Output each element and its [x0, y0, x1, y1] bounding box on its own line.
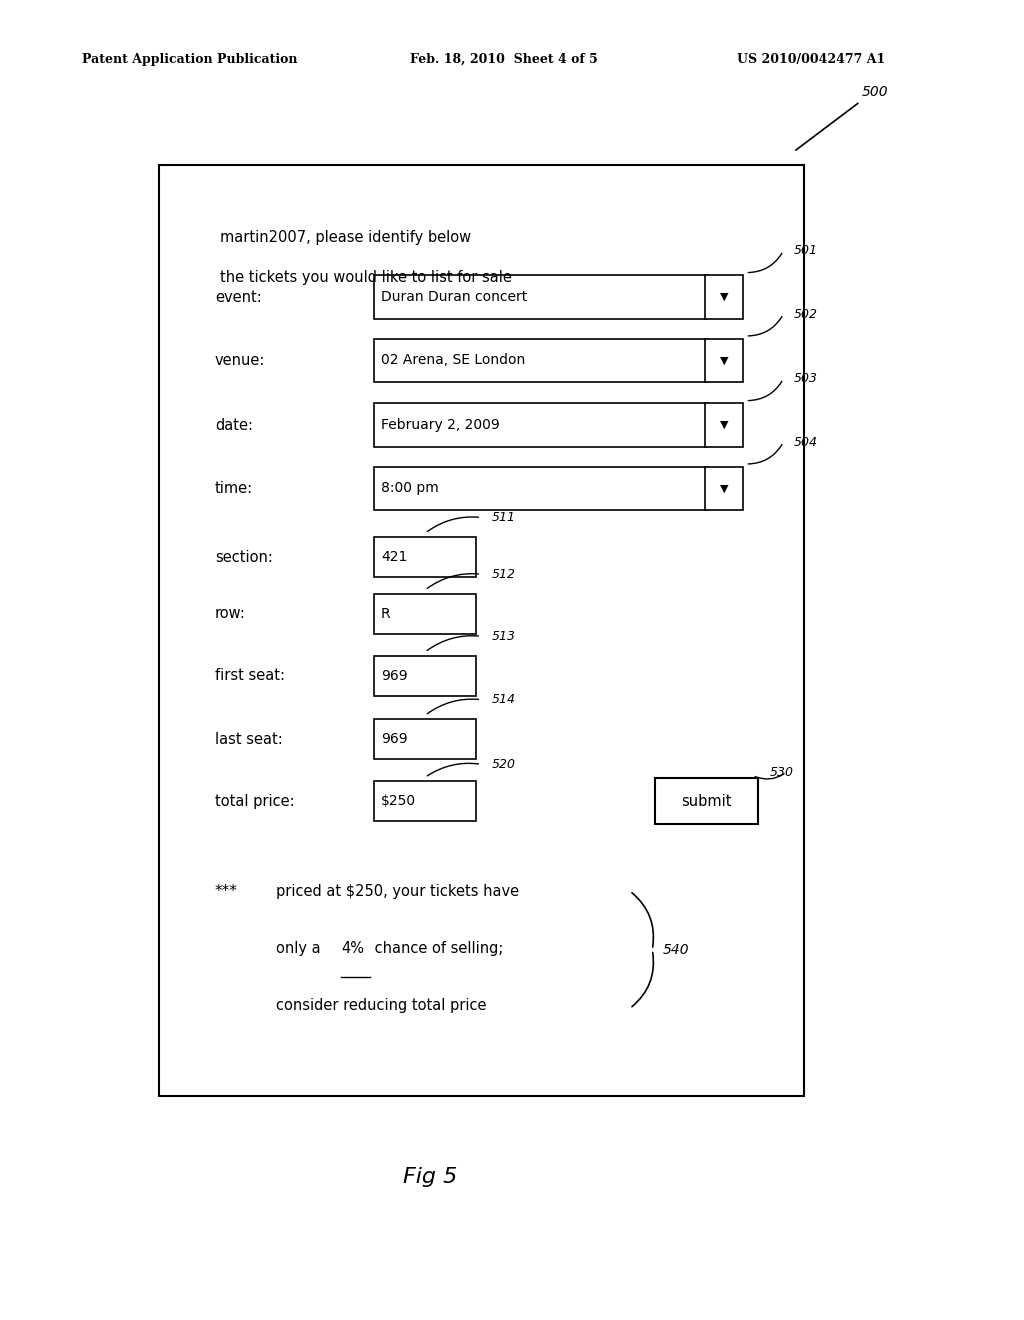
FancyBboxPatch shape	[705, 338, 743, 383]
Text: 969: 969	[381, 669, 408, 682]
Text: 502: 502	[794, 308, 817, 321]
Text: 4%: 4%	[341, 941, 364, 956]
FancyBboxPatch shape	[159, 165, 804, 1096]
Text: ▼: ▼	[720, 483, 728, 494]
Text: 530: 530	[770, 766, 794, 779]
FancyBboxPatch shape	[374, 338, 707, 383]
Text: total price:: total price:	[215, 793, 295, 809]
FancyBboxPatch shape	[374, 403, 707, 446]
Text: row:: row:	[215, 606, 246, 622]
FancyBboxPatch shape	[374, 781, 476, 821]
Text: first seat:: first seat:	[215, 668, 285, 684]
Text: event:: event:	[215, 289, 262, 305]
Text: 8:00 pm: 8:00 pm	[381, 482, 438, 495]
Text: venue:: venue:	[215, 352, 265, 368]
Text: 969: 969	[381, 733, 408, 746]
Text: date:: date:	[215, 417, 253, 433]
Text: consider reducing total price: consider reducing total price	[276, 998, 487, 1012]
Text: ▼: ▼	[720, 292, 728, 302]
FancyBboxPatch shape	[705, 275, 743, 318]
Text: 421: 421	[381, 550, 408, 564]
Text: Patent Application Publication: Patent Application Publication	[82, 53, 297, 66]
Text: US 2010/0042477 A1: US 2010/0042477 A1	[737, 53, 886, 66]
Text: 504: 504	[794, 436, 817, 449]
FancyBboxPatch shape	[705, 466, 743, 510]
Text: priced at $250, your tickets have: priced at $250, your tickets have	[276, 884, 519, 899]
Text: Feb. 18, 2010  Sheet 4 of 5: Feb. 18, 2010 Sheet 4 of 5	[410, 53, 597, 66]
FancyBboxPatch shape	[374, 537, 476, 577]
Text: martin2007, please identify below: martin2007, please identify below	[220, 230, 471, 246]
Text: ***: ***	[215, 884, 238, 899]
Text: ▼: ▼	[720, 420, 728, 430]
Text: submit: submit	[681, 793, 732, 809]
Text: 503: 503	[794, 372, 817, 385]
Text: the tickets you would like to list for sale: the tickets you would like to list for s…	[220, 269, 512, 285]
Text: 02 Arena, SE London: 02 Arena, SE London	[381, 354, 525, 367]
Text: 520: 520	[492, 758, 515, 771]
Text: 514: 514	[492, 693, 515, 706]
Text: Duran Duran concert: Duran Duran concert	[381, 290, 527, 304]
Text: 500: 500	[862, 84, 889, 99]
FancyBboxPatch shape	[705, 403, 743, 446]
Text: Fig 5: Fig 5	[403, 1167, 457, 1188]
FancyBboxPatch shape	[374, 656, 476, 696]
FancyBboxPatch shape	[374, 275, 707, 318]
Text: 511: 511	[492, 511, 515, 524]
Text: R: R	[381, 607, 390, 620]
FancyBboxPatch shape	[374, 719, 476, 759]
Text: chance of selling;: chance of selling;	[370, 941, 503, 956]
Text: section:: section:	[215, 549, 273, 565]
Text: February 2, 2009: February 2, 2009	[381, 418, 500, 432]
Text: 513: 513	[492, 630, 515, 643]
FancyBboxPatch shape	[374, 594, 476, 634]
Text: only a: only a	[276, 941, 326, 956]
FancyBboxPatch shape	[374, 466, 707, 510]
Text: ▼: ▼	[720, 355, 728, 366]
FancyBboxPatch shape	[655, 777, 758, 824]
Text: $250: $250	[381, 795, 416, 808]
Text: 540: 540	[663, 942, 689, 957]
Text: 512: 512	[492, 568, 515, 581]
Text: last seat:: last seat:	[215, 731, 283, 747]
Text: time:: time:	[215, 480, 253, 496]
Text: 501: 501	[794, 244, 817, 257]
